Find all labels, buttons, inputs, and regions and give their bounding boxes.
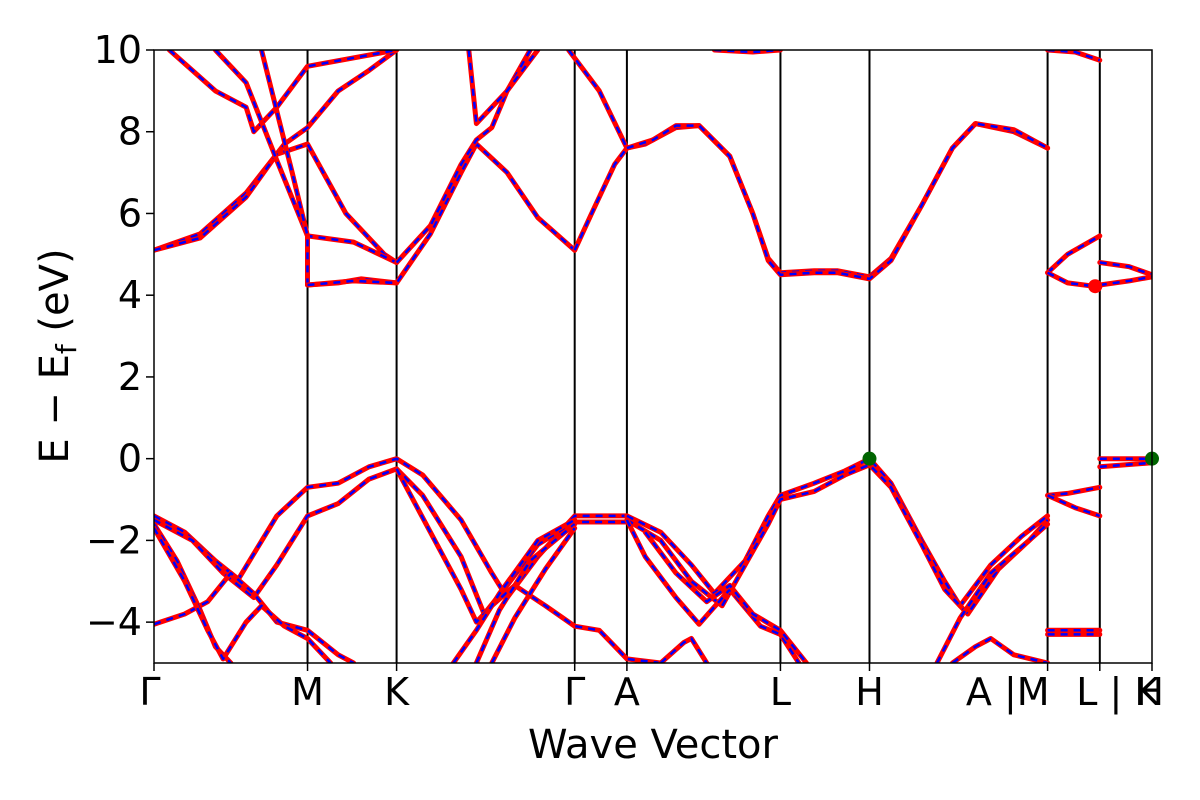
band-line-10 xyxy=(624,121,1051,280)
band-overlay-2 xyxy=(168,50,397,133)
x-tick-label: M xyxy=(291,670,324,714)
band-overlay-13 xyxy=(1047,50,1101,62)
plot-frame xyxy=(153,49,1153,664)
x-tick-label: H xyxy=(855,670,884,714)
band-overlay-27 xyxy=(626,457,1049,608)
band-overlay-31 xyxy=(659,637,708,663)
x-tick-label: L | K xyxy=(1076,670,1160,715)
band-overlay-17 xyxy=(1099,275,1152,287)
x-tick-label: K xyxy=(384,670,410,714)
band-overlay-39 xyxy=(1099,461,1152,469)
x-tick-label: Γ xyxy=(564,670,585,714)
cbm-marker xyxy=(1088,279,1103,294)
band-overlay-25 xyxy=(475,523,576,663)
y-axis-title-main: E − E xyxy=(32,354,78,464)
band-overlay-3 xyxy=(214,50,398,264)
band-overlay-26 xyxy=(490,527,576,663)
band-line-9 xyxy=(566,50,630,151)
band-overlay-22 xyxy=(154,527,332,663)
band-line-35 xyxy=(1045,492,1103,519)
band-line-11 xyxy=(624,121,1051,282)
band-line-7 xyxy=(466,50,541,127)
band-line-2 xyxy=(166,50,400,135)
x-tick-label: L xyxy=(770,670,791,714)
y-axis-title: E − Ef (eV) xyxy=(32,248,83,463)
y-tick-label: 2 xyxy=(118,355,142,399)
x-tick-label: Γ xyxy=(139,670,160,714)
y-tick-label: 8 xyxy=(118,110,142,154)
y-tick-label: −4 xyxy=(86,600,142,644)
band-overlay-0 xyxy=(154,50,398,252)
band-overlay-1 xyxy=(154,142,398,264)
x-tick-label: A |M xyxy=(966,670,1050,715)
band-lines xyxy=(154,50,1152,663)
band-overlay-11 xyxy=(626,122,1049,281)
band-overlay-10 xyxy=(626,122,1049,279)
band-overlay-7 xyxy=(467,50,539,125)
band-overlay-5 xyxy=(307,142,576,287)
y-axis-title-unit: (eV) xyxy=(32,248,78,344)
y-axis-title-subscript: f xyxy=(50,343,83,354)
y-tick-label: −2 xyxy=(86,518,142,562)
high-symmetry-lines xyxy=(306,50,1101,663)
band-line-20 xyxy=(154,570,357,663)
extrema-markers xyxy=(862,279,1159,466)
band-overlay-16 xyxy=(1099,261,1152,276)
band-overlay-32 xyxy=(935,523,1049,663)
x-tick-label: H xyxy=(1135,670,1164,714)
band-line-6 xyxy=(394,50,533,265)
band-overlay-34 xyxy=(1047,486,1101,497)
plot-area xyxy=(153,49,1159,664)
band-overlay-6 xyxy=(395,50,532,264)
x-tick-label: A xyxy=(614,670,640,714)
band-overlay-35 xyxy=(1047,494,1101,518)
band-line-22 xyxy=(154,525,334,663)
band-overlay-8 xyxy=(573,147,628,251)
y-tick-label: 0 xyxy=(118,437,142,481)
band-overlay-29 xyxy=(625,519,800,663)
x-axis-title: Wave Vector xyxy=(528,722,779,768)
band-overlay-33 xyxy=(951,637,1048,663)
band-overlay-14 xyxy=(1046,234,1101,274)
band-overlay-20 xyxy=(154,571,355,663)
band-overlay-9 xyxy=(567,50,629,149)
y-axis-ticks: −4 −2 0 2 4 6 8 10 xyxy=(86,28,154,644)
vbm-marker xyxy=(862,451,877,466)
y-tick-label: 4 xyxy=(118,273,142,317)
band-overlay-30 xyxy=(644,531,808,663)
band-overlay-24 xyxy=(452,518,576,663)
y-tick-label: 6 xyxy=(118,191,142,235)
band-line-28 xyxy=(624,462,1051,617)
y-tick-label: 10 xyxy=(94,28,142,72)
